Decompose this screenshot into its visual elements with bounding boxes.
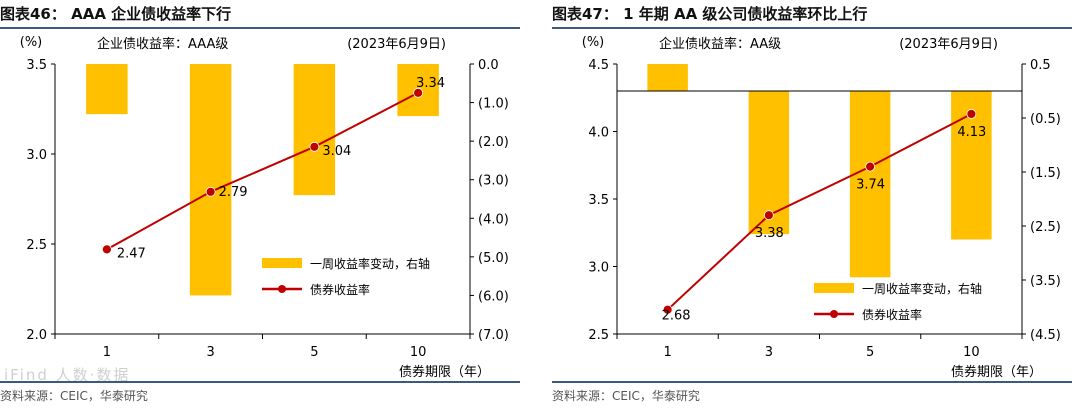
line-point bbox=[763, 210, 774, 221]
legend-line-label: 债券收益率 bbox=[310, 282, 370, 297]
y-left-tick-label: 3.5 bbox=[588, 193, 609, 208]
x-tick-label: 1 bbox=[663, 345, 671, 360]
date-note: (2023年6月9日) bbox=[899, 37, 998, 52]
x-tick-label: 1 bbox=[103, 345, 111, 360]
y-right-tick-label: (0.5) bbox=[1030, 112, 1061, 127]
bar bbox=[189, 64, 232, 296]
legend-line-marker bbox=[278, 285, 286, 293]
x-tick-label: 10 bbox=[963, 345, 980, 360]
chart-svg: (%) 4.5 4.0 3.5 3.0 2.5 0.5 (0.5) (1.5) (2.5) (3.5… bbox=[582, 35, 1061, 380]
y-right-tick-label: (3.0) bbox=[478, 174, 509, 189]
y-right-tick-label: (2.5) bbox=[1030, 220, 1061, 235]
y-left-tick-label: 2.5 bbox=[588, 328, 609, 343]
date-note: (2023年6月9日) bbox=[347, 37, 446, 52]
legend-line-marker bbox=[830, 310, 838, 318]
title-divider bbox=[0, 27, 520, 29]
x-axis-label: 债券期限（年） bbox=[951, 364, 1042, 380]
chart-title: 图表47： 1 年期 AA 级公司债收益率环比上行 bbox=[552, 5, 868, 23]
y-right-tick-label: 0.0 bbox=[478, 58, 499, 73]
data-label: 3.34 bbox=[416, 76, 445, 91]
bar bbox=[293, 64, 336, 196]
footer-divider bbox=[0, 381, 520, 383]
data-label: 2.47 bbox=[117, 246, 146, 261]
chart-subtitle: 企业债收益率：AAA级 bbox=[97, 36, 228, 52]
line-point bbox=[865, 161, 876, 172]
source-note: 资料来源：CEIC，华泰研究 bbox=[552, 389, 700, 403]
line-point bbox=[101, 244, 112, 255]
y-right-tick-label: (5.0) bbox=[478, 251, 509, 266]
chart-panel-right: 图表47： 1 年期 AA 级公司债收益率环比上行 (%) 4.5 4.0 3.5 3.… bbox=[552, 0, 1080, 408]
data-label: 4.13 bbox=[957, 125, 986, 140]
title-divider bbox=[552, 27, 1072, 29]
legend-bar-label: 一周收益率变动，右轴 bbox=[310, 256, 430, 271]
y-right-tick-label: (3.5) bbox=[1030, 274, 1061, 289]
y-left-tick-label: 3.0 bbox=[588, 261, 609, 276]
line-point bbox=[662, 304, 673, 315]
y-right-tick-label: (2.0) bbox=[478, 135, 509, 150]
bar bbox=[748, 91, 790, 235]
line-point bbox=[966, 109, 977, 119]
line-point bbox=[309, 141, 320, 152]
x-axis-label: 债券期限（年） bbox=[399, 364, 490, 380]
y-left-tick-label: 4.5 bbox=[588, 58, 609, 73]
data-label: 3.38 bbox=[755, 226, 784, 241]
y-right-tick-label: 0.5 bbox=[1030, 58, 1051, 73]
bar bbox=[647, 64, 688, 91]
y-left-tick-label: 4.0 bbox=[588, 126, 609, 141]
line-series bbox=[106, 91, 419, 251]
x-tick-label: 5 bbox=[866, 345, 874, 360]
x-tick-label: 3 bbox=[206, 345, 214, 360]
bar bbox=[849, 91, 891, 278]
source-note: 资料来源：CEIC，华泰研究 bbox=[0, 389, 148, 403]
chart-svg: (%) 3.5 3.0 2.5 2.0 0.0 (1.0) (2.0) (3.0) (4.0) (5… bbox=[20, 35, 509, 380]
y-right-tick-label: (4.0) bbox=[478, 212, 509, 227]
y-left-tick-label: 3.5 bbox=[26, 58, 47, 73]
footer-divider bbox=[552, 381, 1072, 383]
y-left-tick-label: 2.0 bbox=[26, 328, 47, 343]
chart-subtitle: 企业债收益率：AA级 bbox=[659, 36, 781, 52]
line-point bbox=[205, 186, 216, 197]
legend-line-label: 债券收益率 bbox=[862, 307, 922, 322]
data-label: 2.68 bbox=[662, 309, 691, 324]
y-unit-label: (%) bbox=[582, 35, 605, 50]
y-right-tick-label: (7.0) bbox=[478, 328, 509, 343]
x-tick-label: 3 bbox=[765, 345, 773, 360]
bar bbox=[86, 64, 128, 115]
x-tick-label: 5 bbox=[310, 345, 318, 360]
line-point bbox=[413, 87, 424, 98]
legend-bar-label: 一周收益率变动，右轴 bbox=[862, 281, 982, 296]
legend-bar-swatch bbox=[262, 258, 302, 268]
data-label: 2.79 bbox=[219, 185, 248, 200]
watermark: iFind 人数·数据 bbox=[4, 366, 131, 384]
y-right-tick-label: (4.5) bbox=[1030, 328, 1061, 343]
data-label: 3.04 bbox=[322, 144, 351, 159]
chart-panel-left: 图表46： AAA 企业债收益率下行 (%) 3.5 3.0 2.5 2.0 0.0 (1.… bbox=[0, 0, 528, 408]
legend-bar-swatch bbox=[814, 283, 854, 293]
y-right-tick-label: (6.0) bbox=[478, 289, 509, 304]
y-left-tick-label: 2.5 bbox=[26, 238, 47, 253]
data-label: 3.74 bbox=[856, 178, 885, 193]
line-series bbox=[666, 113, 972, 311]
y-unit-label: (%) bbox=[20, 35, 43, 50]
chart-title: 图表46： AAA 企业债收益率下行 bbox=[0, 5, 232, 23]
y-right-tick-label: (1.0) bbox=[478, 97, 509, 112]
y-left-tick-label: 3.0 bbox=[26, 148, 47, 163]
y-right-tick-label: (1.5) bbox=[1030, 166, 1061, 181]
x-tick-label: 10 bbox=[410, 345, 427, 360]
